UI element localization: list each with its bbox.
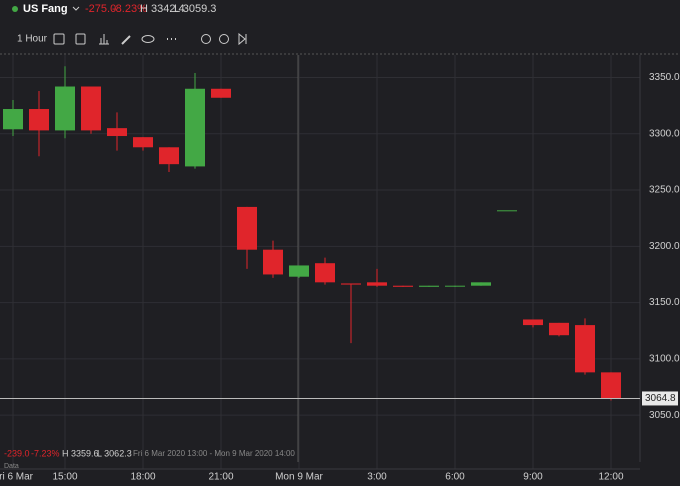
x-tick-label: 21:00 [208, 472, 233, 483]
icon[interactable] [141, 35, 155, 43]
y-tick-label: 3050.0 [649, 410, 680, 421]
x-tick-label: 18:00 [130, 472, 155, 483]
y-tick-label: 3200.0 [649, 241, 680, 252]
candle-body [55, 86, 75, 131]
y-tick-label: 3100.0 [649, 353, 680, 364]
x-tick-label: Mon 9 Mar [275, 472, 323, 483]
candle-body [29, 109, 49, 131]
candle-body [601, 372, 621, 399]
low: L 3059.3 [174, 3, 216, 15]
candle-body [315, 263, 335, 283]
candle-body [159, 147, 179, 165]
candle-body [3, 109, 23, 130]
toolbar-icons[interactable] [53, 32, 247, 46]
x-tick-label: 3:00 [367, 472, 387, 483]
change: -275.0 [85, 3, 116, 15]
candle-body [237, 206, 257, 250]
candle-body [575, 325, 595, 373]
candle-body [263, 249, 283, 275]
high: H 3342.4 [140, 3, 185, 15]
icon[interactable] [238, 32, 247, 46]
candle-body [419, 285, 439, 287]
candle-body [367, 282, 387, 286]
change-pct: -8.23% [112, 3, 147, 15]
candle-body [81, 86, 101, 131]
candle-body [133, 137, 153, 148]
status-dot [12, 6, 18, 12]
icon[interactable] [99, 34, 109, 45]
footer-change: -239.0 [4, 448, 30, 458]
interval-button[interactable]: 1 Hour [17, 34, 48, 45]
icon[interactable] [219, 34, 229, 44]
x-tick-label: Fri 6 Mar [0, 472, 34, 483]
candle-body [471, 282, 491, 286]
icon[interactable] [121, 35, 131, 45]
candle-body [185, 88, 205, 167]
icon[interactable] [75, 33, 86, 45]
footer-source: Data [4, 463, 19, 470]
footer-high: H 3359.6 [62, 448, 99, 458]
y-tick-label: 3350.0 [649, 72, 680, 83]
candle-body [107, 128, 127, 137]
dropdown-icon[interactable] [72, 6, 80, 11]
candle-body [445, 285, 465, 287]
candle-body [497, 210, 517, 212]
current-price-box [642, 391, 678, 406]
x-tick-label: 12:00 [598, 472, 623, 483]
candle-body [523, 319, 543, 326]
x-tick-label: 9:00 [523, 472, 543, 483]
y-tick-label: 3250.0 [649, 185, 680, 196]
candle-body [289, 265, 309, 277]
candle-body [393, 285, 413, 287]
x-tick-label: 15:00 [52, 472, 77, 483]
y-tick-label: 3300.0 [649, 128, 680, 139]
candle-body [211, 88, 231, 98]
candle-body [341, 283, 361, 285]
symbol[interactable]: US Fang [23, 3, 68, 15]
footer-range: Fri 6 Mar 2020 13:00 - Mon 9 Mar 2020 14… [133, 449, 295, 458]
candle-body [549, 322, 569, 336]
icon[interactable] [201, 34, 211, 44]
current-price-label: 3064.8 [645, 393, 676, 404]
icon[interactable] [53, 33, 65, 45]
x-tick-label: 6:00 [445, 472, 465, 483]
footer-change-pct: -7.23% [31, 448, 60, 458]
y-tick-label: 3150.0 [649, 297, 680, 308]
footer-low: L 3062.3 [97, 448, 132, 458]
